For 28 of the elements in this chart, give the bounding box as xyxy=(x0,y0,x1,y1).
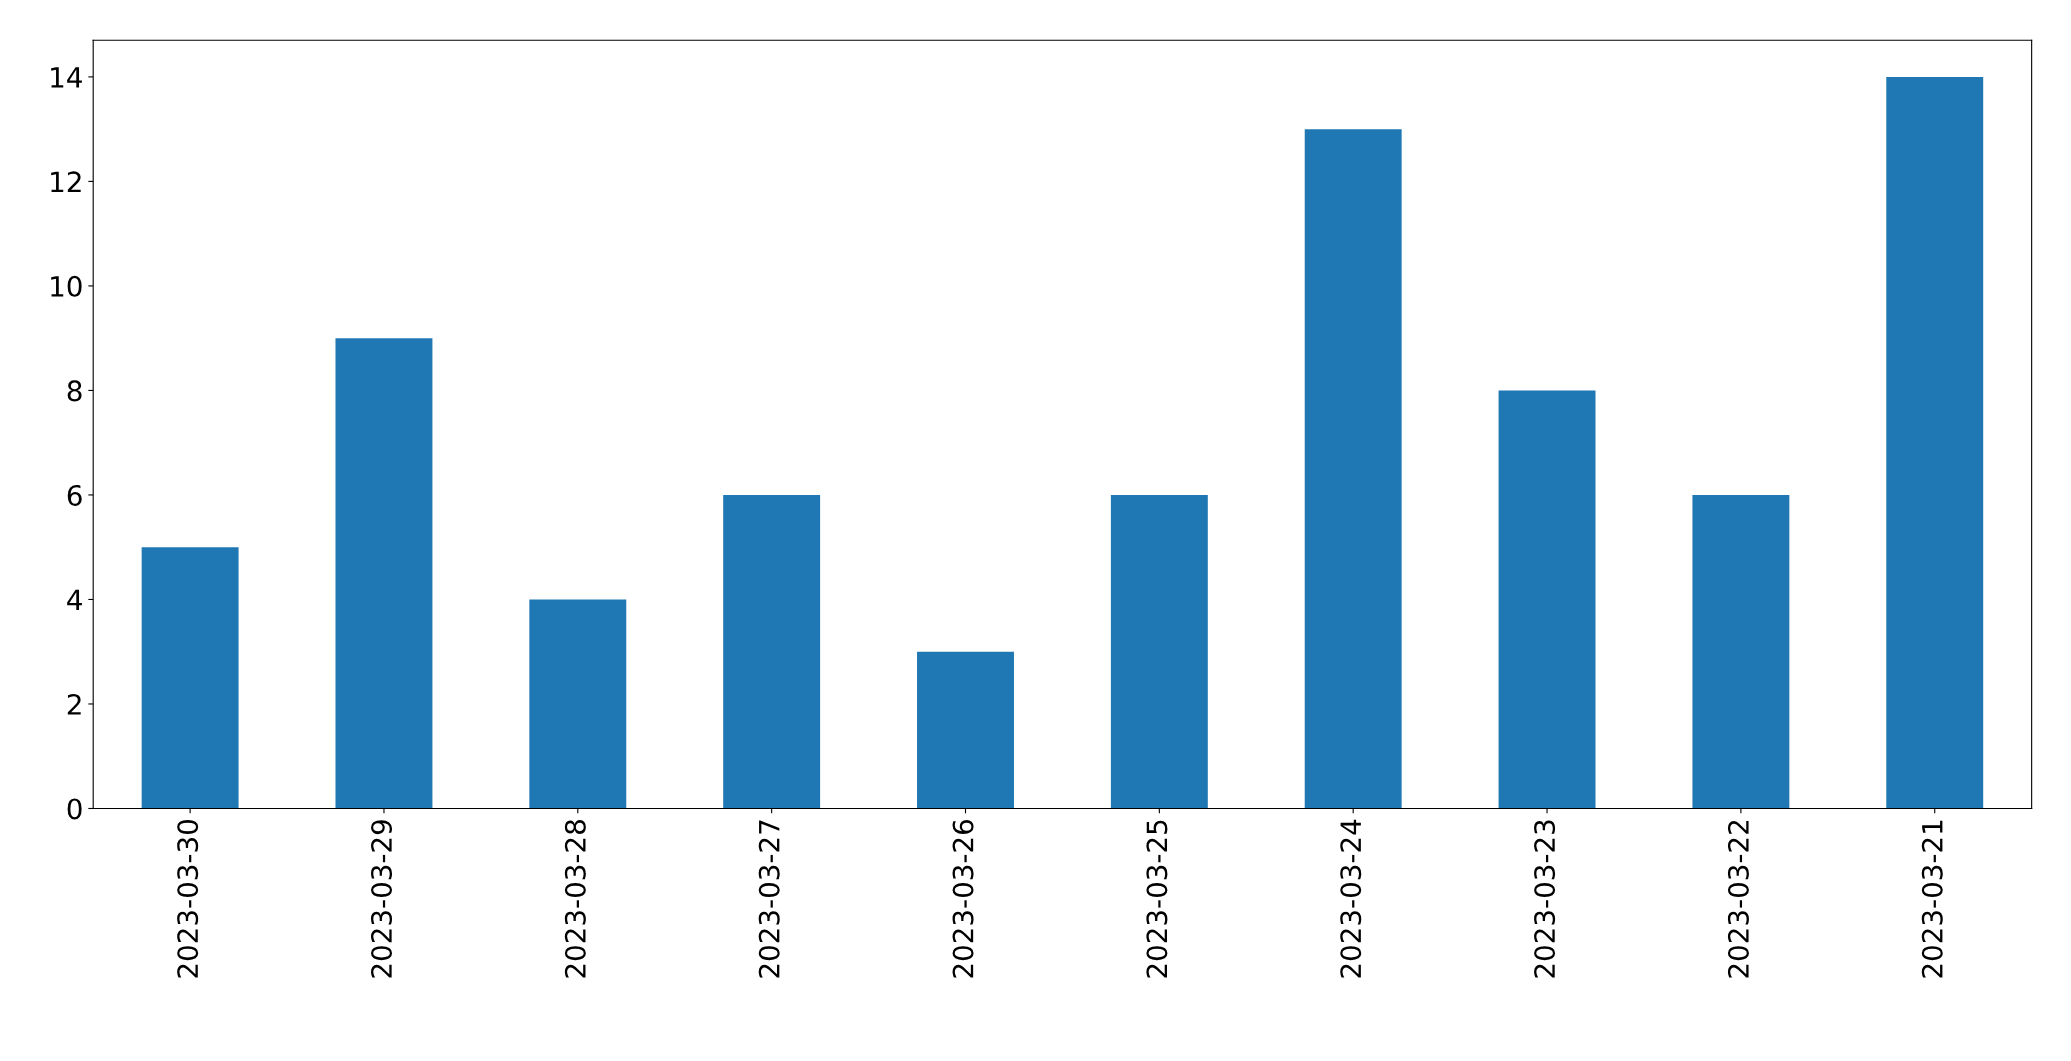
x-tick-label: 2023-03-27 xyxy=(758,820,780,978)
x-tick-label: 2023-03-24 xyxy=(1340,819,1362,978)
y-tick-label: 6 xyxy=(67,484,82,506)
y-tick-label: 2 xyxy=(67,693,81,715)
bar xyxy=(141,547,239,809)
bar xyxy=(1110,494,1208,809)
y-tick-label: 0 xyxy=(67,798,82,820)
bar xyxy=(529,599,627,809)
y-tick-label: 12 xyxy=(51,171,81,192)
x-tick-label: 2023-03-29 xyxy=(371,820,393,978)
bar xyxy=(723,494,821,809)
bar xyxy=(1304,129,1402,809)
x-tick-label: 2023-03-22 xyxy=(1727,820,1749,978)
x-tick-label: 2023-03-26 xyxy=(952,819,974,978)
bar xyxy=(1498,390,1596,809)
bar xyxy=(917,651,1014,809)
y-tick-label: 4 xyxy=(67,589,82,611)
y-tick-label: 10 xyxy=(51,275,82,297)
x-tick-label: 2023-03-21 xyxy=(1921,820,1943,978)
bar xyxy=(1692,494,1790,809)
y-tick-label: 14 xyxy=(51,67,82,88)
x-tick-label: 2023-03-23 xyxy=(1534,820,1556,978)
x-tick-label: 2023-03-30 xyxy=(177,820,199,978)
bar xyxy=(1886,76,1984,809)
bar xyxy=(335,338,433,809)
y-tick-label: 8 xyxy=(67,380,82,402)
x-tick-label: 2023-03-28 xyxy=(564,820,586,978)
x-tick-label: 2023-03-25 xyxy=(1146,820,1168,978)
